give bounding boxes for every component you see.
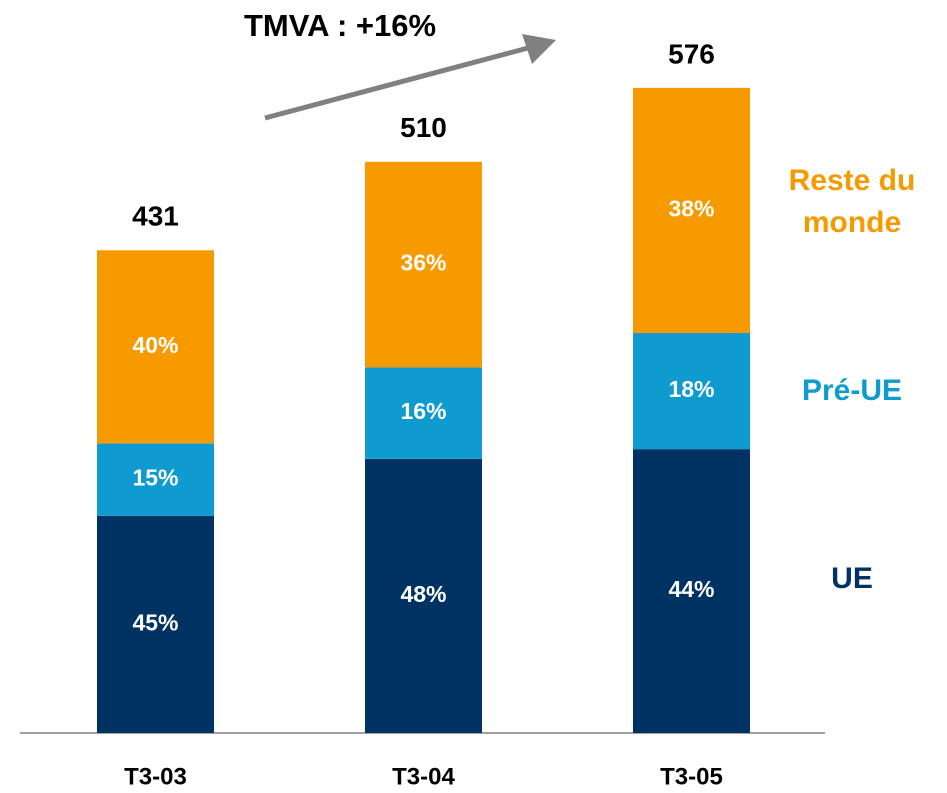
- value-label: 38%: [668, 196, 714, 222]
- x-tick-label: T3-03: [124, 763, 187, 790]
- x-tick-label: T3-05: [660, 763, 723, 790]
- value-label: 36%: [400, 250, 446, 276]
- bar-segment: [633, 87, 750, 334]
- bar-segment: [633, 333, 750, 450]
- total-label: 510: [400, 112, 447, 143]
- value-label: 15%: [132, 465, 178, 491]
- value-label: 44%: [668, 576, 714, 602]
- bar-segment: [97, 515, 214, 733]
- value-label: 18%: [668, 376, 714, 402]
- legend-label: Reste du monde: [788, 164, 916, 240]
- bar-segment: [365, 458, 482, 733]
- annotation: TMVA : +16%: [244, 8, 436, 43]
- bar-segment: [97, 443, 214, 516]
- bar-segment: [365, 161, 482, 368]
- value-label: 48%: [400, 581, 446, 607]
- trend-arrow: [264, 45, 529, 121]
- bar-segment: [633, 449, 750, 733]
- total-label: 431: [132, 201, 179, 232]
- total-label: 576: [668, 38, 715, 69]
- value-label: 40%: [132, 332, 178, 358]
- legend-label: Pré-UE: [801, 374, 903, 408]
- value-label: 16%: [400, 398, 446, 424]
- bar-segment: [97, 250, 214, 444]
- legend-label: UE: [831, 562, 873, 596]
- bar-segment: [365, 367, 482, 459]
- value-label: 45%: [132, 609, 178, 635]
- x-tick-label: T3-04: [392, 763, 455, 790]
- arrow-head: [522, 34, 556, 64]
